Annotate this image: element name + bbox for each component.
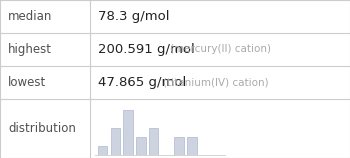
Text: (titanium(IV) cation): (titanium(IV) cation) [163,78,269,88]
Bar [111,128,120,155]
Text: lowest: lowest [8,76,46,89]
Text: (mercury(II) cation): (mercury(II) cation) [170,45,271,55]
Text: distribution: distribution [8,122,76,135]
Text: 47.865 g/mol: 47.865 g/mol [98,76,186,89]
Text: 78.3 g/mol: 78.3 g/mol [98,10,169,23]
Bar [123,109,133,155]
Bar [187,137,197,155]
Text: median: median [8,10,52,23]
Text: highest: highest [8,43,52,56]
Bar [98,146,107,155]
Bar [149,128,159,155]
Text: 200.591 g/mol: 200.591 g/mol [98,43,195,56]
Bar [174,137,184,155]
Bar [136,137,146,155]
